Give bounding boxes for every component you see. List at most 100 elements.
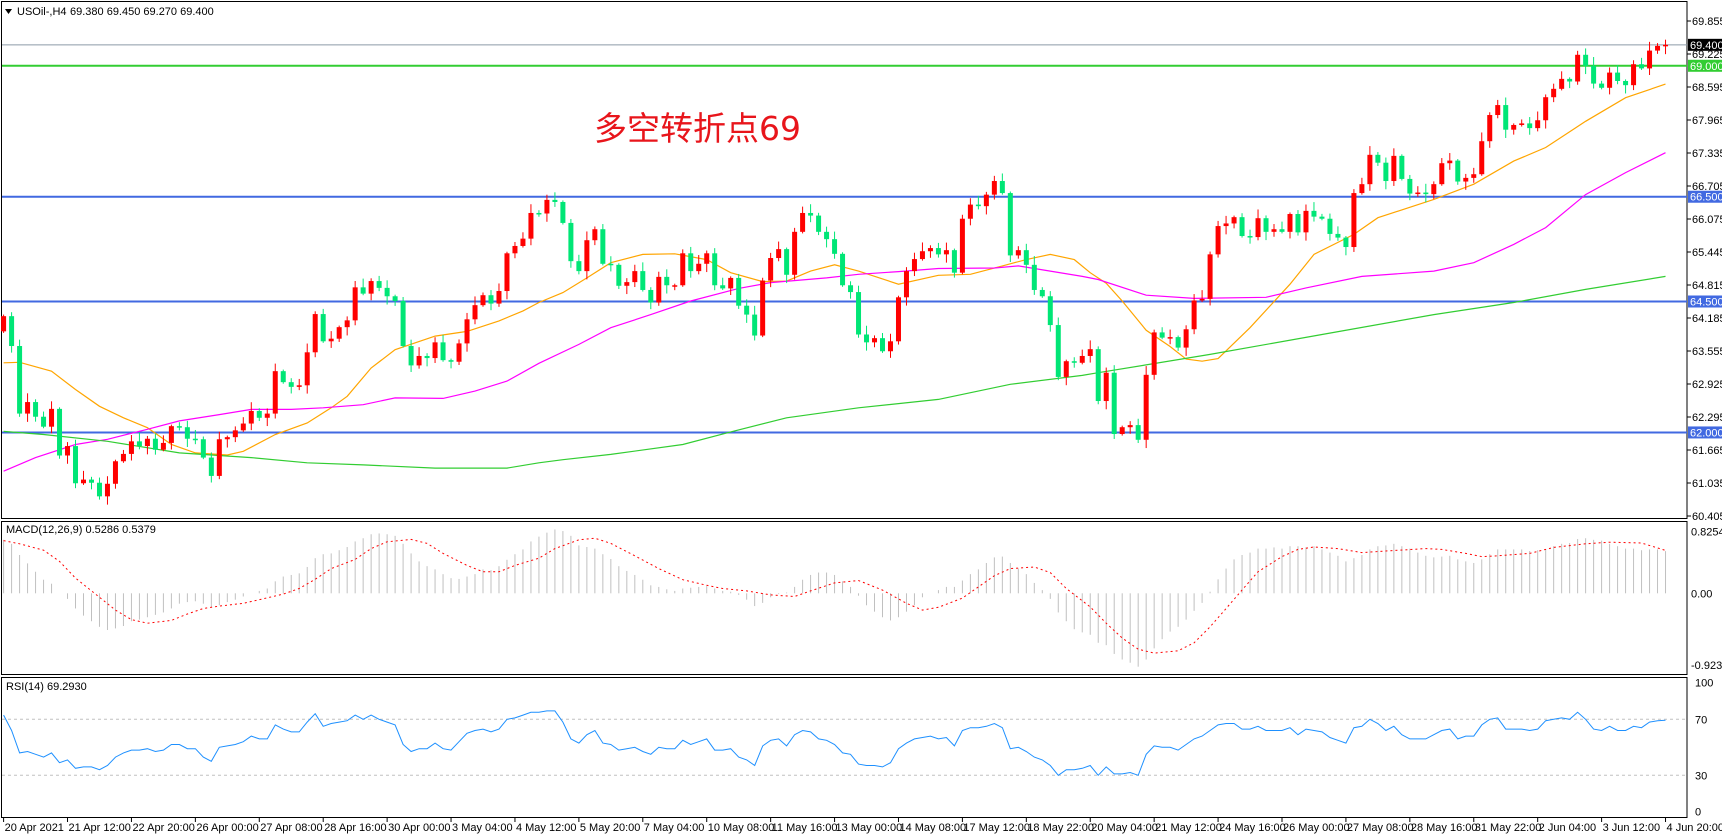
candle[interactable] xyxy=(49,401,55,434)
candle[interactable] xyxy=(704,250,710,273)
candle[interactable] xyxy=(1583,48,1589,75)
candle[interactable] xyxy=(1023,243,1029,274)
candle[interactable] xyxy=(856,285,862,338)
candle[interactable] xyxy=(1495,99,1501,119)
candle[interactable] xyxy=(1303,204,1309,241)
candle[interactable] xyxy=(927,245,933,258)
candle[interactable] xyxy=(1527,117,1533,135)
candle[interactable] xyxy=(424,353,430,367)
candle[interactable] xyxy=(136,432,142,450)
candle[interactable] xyxy=(120,449,126,463)
candle[interactable] xyxy=(903,267,909,306)
candle[interactable] xyxy=(664,269,670,294)
candle[interactable] xyxy=(872,335,878,348)
candle[interactable] xyxy=(624,278,630,295)
candle[interactable] xyxy=(464,312,470,352)
candle[interactable] xyxy=(512,242,518,259)
candle[interactable] xyxy=(991,175,997,200)
candle[interactable] xyxy=(200,436,206,460)
candle[interactable] xyxy=(1655,43,1661,54)
candle[interactable] xyxy=(999,173,1005,195)
candle[interactable] xyxy=(1255,209,1261,241)
candle[interactable] xyxy=(608,256,614,272)
candle[interactable] xyxy=(1559,71,1565,91)
candle[interactable] xyxy=(816,212,822,236)
candle[interactable] xyxy=(33,399,39,422)
candle[interactable] xyxy=(728,276,734,295)
candle[interactable] xyxy=(943,242,949,263)
candle[interactable] xyxy=(1143,366,1149,449)
triangle-down-icon[interactable] xyxy=(5,9,12,14)
candle[interactable] xyxy=(520,232,526,248)
candle[interactable] xyxy=(1503,97,1509,138)
candle[interactable] xyxy=(1639,57,1645,70)
candle[interactable] xyxy=(1319,213,1325,221)
candle[interactable] xyxy=(1295,210,1301,236)
candle[interactable] xyxy=(208,452,214,483)
candle[interactable] xyxy=(1343,236,1349,256)
candle[interactable] xyxy=(1207,251,1213,306)
candle[interactable] xyxy=(584,231,590,280)
candle[interactable] xyxy=(1063,359,1069,386)
candle[interactable] xyxy=(1271,224,1277,237)
candle[interactable] xyxy=(1263,215,1269,241)
candle[interactable] xyxy=(176,422,182,431)
candle[interactable] xyxy=(576,254,582,275)
candle[interactable] xyxy=(488,290,494,311)
candle[interactable] xyxy=(792,227,798,280)
candle[interactable] xyxy=(544,194,550,222)
candle[interactable] xyxy=(1359,177,1365,195)
candle[interactable] xyxy=(736,273,742,309)
candle[interactable] xyxy=(696,255,702,275)
candle[interactable] xyxy=(1375,152,1381,166)
candle[interactable] xyxy=(1479,132,1485,176)
candle[interactable] xyxy=(1591,57,1597,89)
candle[interactable] xyxy=(456,339,462,365)
candle[interactable] xyxy=(1,314,7,333)
candle[interactable] xyxy=(680,249,686,287)
candle[interactable] xyxy=(536,210,542,217)
candle[interactable] xyxy=(472,296,478,325)
candle[interactable] xyxy=(967,198,973,226)
candle[interactable] xyxy=(360,278,366,296)
candle[interactable] xyxy=(768,252,774,288)
candle[interactable] xyxy=(784,247,790,284)
candle[interactable] xyxy=(1327,213,1333,241)
candle[interactable] xyxy=(1399,154,1405,181)
candle[interactable] xyxy=(720,277,726,290)
candle[interactable] xyxy=(840,252,846,287)
candle[interactable] xyxy=(1439,158,1445,186)
candle[interactable] xyxy=(1127,421,1133,434)
candle[interactable] xyxy=(240,417,246,432)
candle[interactable] xyxy=(895,295,901,345)
candle[interactable] xyxy=(919,242,925,261)
candle[interactable] xyxy=(1511,123,1517,135)
candle[interactable] xyxy=(1391,148,1397,186)
candle[interactable] xyxy=(1647,41,1653,76)
candle[interactable] xyxy=(752,305,758,341)
candle[interactable] xyxy=(1455,159,1461,185)
candle[interactable] xyxy=(1135,418,1141,444)
candle[interactable] xyxy=(887,333,893,358)
candle[interactable] xyxy=(1191,294,1197,335)
candle[interactable] xyxy=(41,411,47,429)
candle[interactable] xyxy=(1575,50,1581,85)
candle[interactable] xyxy=(1183,325,1189,356)
candle[interactable] xyxy=(1239,213,1245,238)
candle[interactable] xyxy=(760,277,766,338)
candle[interactable] xyxy=(1119,425,1125,436)
candle[interactable] xyxy=(160,435,166,452)
candle[interactable] xyxy=(312,311,318,358)
candle[interactable] xyxy=(848,281,854,299)
candle[interactable] xyxy=(560,200,566,225)
candle[interactable] xyxy=(552,192,558,207)
candle[interactable] xyxy=(1159,327,1165,340)
candle[interactable] xyxy=(688,246,694,278)
candle[interactable] xyxy=(776,241,782,262)
candle[interactable] xyxy=(1487,112,1493,148)
candle[interactable] xyxy=(975,195,981,210)
candle[interactable] xyxy=(352,280,358,326)
candle[interactable] xyxy=(656,271,662,306)
candle[interactable] xyxy=(344,316,350,336)
